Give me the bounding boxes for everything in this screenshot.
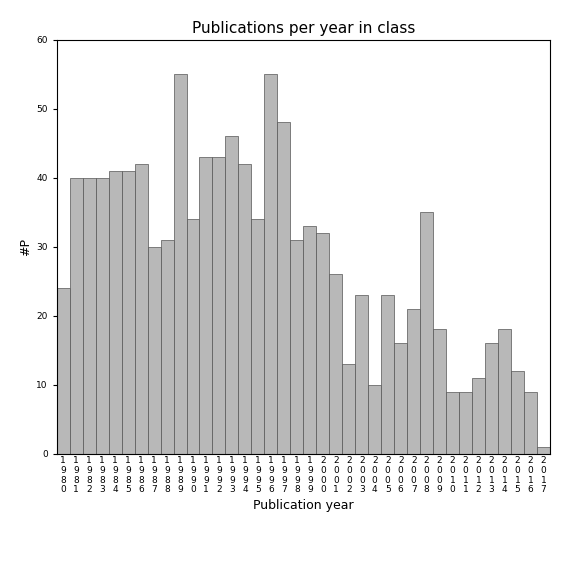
- Bar: [70, 177, 83, 454]
- Bar: [459, 391, 472, 454]
- Bar: [368, 384, 381, 454]
- Bar: [316, 233, 329, 454]
- Bar: [524, 391, 537, 454]
- Bar: [83, 177, 96, 454]
- Bar: [187, 219, 200, 454]
- Bar: [121, 171, 134, 454]
- Title: Publications per year in class: Publications per year in class: [192, 21, 415, 36]
- Bar: [290, 240, 303, 454]
- Bar: [342, 364, 356, 454]
- Bar: [303, 226, 316, 454]
- Bar: [96, 177, 109, 454]
- Bar: [134, 164, 147, 454]
- Bar: [174, 74, 187, 454]
- Bar: [511, 371, 524, 454]
- Bar: [498, 329, 511, 454]
- Bar: [251, 219, 264, 454]
- Bar: [394, 343, 407, 454]
- Bar: [537, 447, 550, 454]
- Bar: [147, 247, 160, 454]
- Bar: [226, 136, 239, 454]
- Bar: [213, 157, 226, 454]
- Bar: [381, 295, 394, 454]
- Bar: [277, 122, 290, 454]
- Y-axis label: #P: #P: [19, 238, 32, 256]
- Bar: [407, 308, 420, 454]
- Bar: [329, 274, 342, 454]
- Bar: [433, 329, 446, 454]
- Bar: [485, 343, 498, 454]
- X-axis label: Publication year: Publication year: [253, 498, 354, 511]
- Bar: [200, 157, 213, 454]
- Bar: [472, 378, 485, 454]
- Bar: [109, 171, 121, 454]
- Bar: [356, 295, 368, 454]
- Bar: [420, 212, 433, 454]
- Bar: [446, 391, 459, 454]
- Bar: [239, 164, 251, 454]
- Bar: [264, 74, 277, 454]
- Bar: [160, 240, 174, 454]
- Bar: [57, 288, 70, 454]
